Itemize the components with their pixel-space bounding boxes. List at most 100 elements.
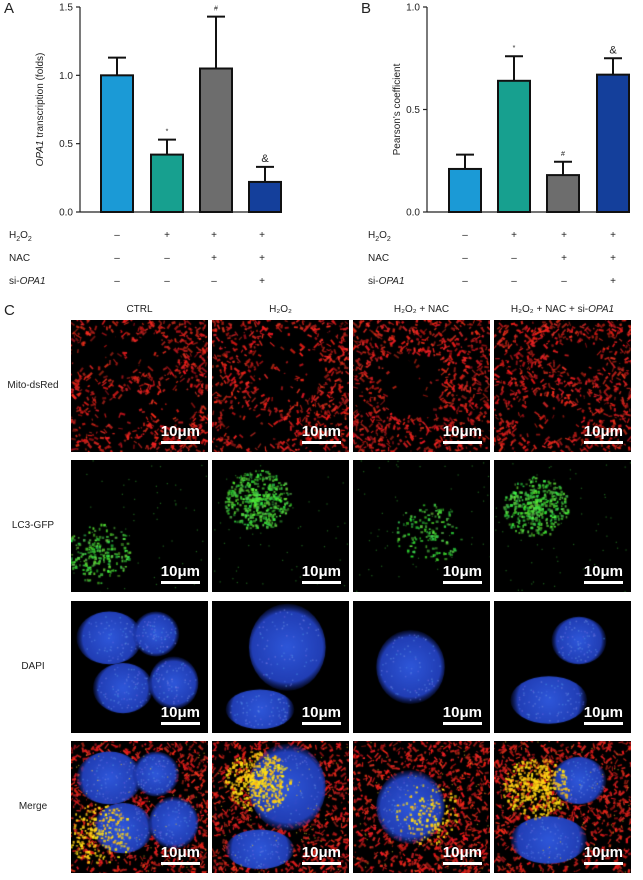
scale-bar: 10μm xyxy=(442,844,482,865)
significance-mark: * xyxy=(513,45,516,52)
panel-letter-b: B xyxy=(361,0,372,17)
treatment-value: + xyxy=(561,230,567,241)
scale-bar-label: 10μm xyxy=(442,844,482,861)
row-title: DAPI xyxy=(21,661,45,672)
scale-bar-line xyxy=(160,862,200,865)
scale-bar-line xyxy=(301,441,341,444)
micrograph-image xyxy=(71,601,208,733)
micrograph-tile: 10μm xyxy=(71,320,208,452)
micrograph-tile: 10μm xyxy=(212,320,349,452)
bar xyxy=(199,67,233,213)
y-tick-label: 0.0 xyxy=(406,208,420,219)
scale-bar-line xyxy=(583,441,623,444)
panel-letter-a: A xyxy=(4,0,15,17)
row-title: Merge xyxy=(18,801,48,812)
panel-letter-c: C xyxy=(4,302,15,319)
scale-bar: 10μm xyxy=(442,704,482,725)
treatment-label-siopa1: si-OPA1 xyxy=(9,276,46,287)
scale-bar: 10μm xyxy=(160,844,200,865)
treatment-value: – xyxy=(211,276,217,287)
treatment-value: – xyxy=(164,253,170,264)
scale-bar-line xyxy=(160,581,200,584)
scale-bar: 10μm xyxy=(583,704,623,725)
y-tick-label: 1.0 xyxy=(59,71,73,82)
treatment-label-nac: NAC xyxy=(9,253,31,264)
treatment-value: – xyxy=(511,253,517,264)
y-axis-label-rest: transcription (folds) xyxy=(35,53,46,141)
scale-bar: 10μm xyxy=(301,845,341,865)
micrograph-tile: 10μm xyxy=(353,601,490,733)
scale-bar-label: 10μm xyxy=(301,704,341,721)
y-tick-label: 0.5 xyxy=(59,139,73,150)
scale-bar-line xyxy=(442,862,482,865)
scale-bar-label: 10μm xyxy=(160,423,200,440)
treatment-value: – xyxy=(462,253,468,264)
significance-mark: & xyxy=(609,44,617,56)
scale-bar-line xyxy=(442,722,482,725)
bar xyxy=(497,79,531,213)
scale-bar-line xyxy=(583,862,623,865)
micrograph-tile: 10μm xyxy=(71,741,208,873)
column-title: H₂O₂ + NAC + si-OPA1 xyxy=(510,304,615,315)
micrograph-tile: 10μm xyxy=(212,741,349,873)
scale-bar-label: 10μm xyxy=(583,704,623,721)
scale-bar-label: 10μm xyxy=(160,563,200,580)
treatment-value: + xyxy=(211,253,217,264)
treatment-value: + xyxy=(211,230,217,241)
scale-bar-line xyxy=(301,581,341,584)
micrograph-image xyxy=(212,741,349,873)
scale-bar-label: 10μm xyxy=(583,563,623,580)
bar xyxy=(248,180,282,213)
scale-bar-label: 10μm xyxy=(301,423,341,440)
significance-mark: # xyxy=(561,151,565,158)
treatment-value: – xyxy=(462,276,468,287)
micrograph-tile: 10μm xyxy=(494,460,631,592)
chart-b: 0.0 0.5 1.0 Pearson's coefficient * # & xyxy=(392,3,630,219)
micrograph-image xyxy=(494,601,631,733)
micrograph-tile: 10μm xyxy=(494,320,631,452)
y-axis-label: OPA1 transcription (folds) xyxy=(35,53,46,167)
treatment-value: – xyxy=(462,230,468,241)
micrograph-image xyxy=(353,601,490,733)
micrograph-image xyxy=(71,320,208,452)
scale-bar: 10μm xyxy=(442,424,482,444)
micrograph-image xyxy=(212,601,349,733)
scale-bar: 10μm xyxy=(160,705,200,725)
treatment-value: – xyxy=(561,276,567,287)
row-title: LC3-GFP xyxy=(11,520,55,531)
row-title: Mito-dsRed xyxy=(7,380,59,391)
scale-bar: 10μm xyxy=(160,563,200,584)
micrograph-tile: 10μm xyxy=(494,601,631,733)
y-tick-label: 0.0 xyxy=(59,208,73,219)
micrograph-image xyxy=(71,741,208,873)
scale-bar-label: 10μm xyxy=(442,704,482,721)
significance-mark: # xyxy=(214,6,218,13)
treatment-value: + xyxy=(259,276,265,287)
micrograph-image xyxy=(494,320,631,452)
micrograph-tile: 10μm xyxy=(353,741,490,873)
scale-bar: 10μm xyxy=(583,563,623,584)
scale-bar-label: 10μm xyxy=(160,844,200,861)
bar-charts: 0.0 0.5 1.0 1.5 OPA1 transcription (folds) * #… xyxy=(35,3,630,219)
treatment-label-h2o2: H2O2 xyxy=(9,230,32,243)
micrograph-image xyxy=(353,741,490,873)
scale-bar-label: 10μm xyxy=(442,563,482,580)
micrograph-tile: 10μm xyxy=(212,601,349,733)
scale-bar: 10μm xyxy=(301,564,341,584)
treatment-value: + xyxy=(259,253,265,264)
micrograph-image xyxy=(353,460,490,592)
treatment-value: – xyxy=(511,276,517,287)
scale-bar: 10μm xyxy=(301,423,341,444)
micrograph-tile: 10μm xyxy=(71,460,208,592)
treatment-label-h2o2: H2O2 xyxy=(368,230,391,243)
y-tick-label: 1.5 xyxy=(59,3,73,14)
treatment-label-nac: NAC xyxy=(368,253,390,264)
treatment-value: + xyxy=(610,230,616,241)
micrograph-tile: 10μm xyxy=(353,460,490,592)
treatment-value: + xyxy=(610,276,616,287)
micrograph-image xyxy=(494,741,631,873)
treatment-value: – xyxy=(114,253,120,264)
micrograph-image xyxy=(353,320,490,452)
chart-a: 0.0 0.5 1.0 1.5 OPA1 transcription (folds) * #… xyxy=(35,3,282,219)
micrograph-image xyxy=(212,320,349,452)
